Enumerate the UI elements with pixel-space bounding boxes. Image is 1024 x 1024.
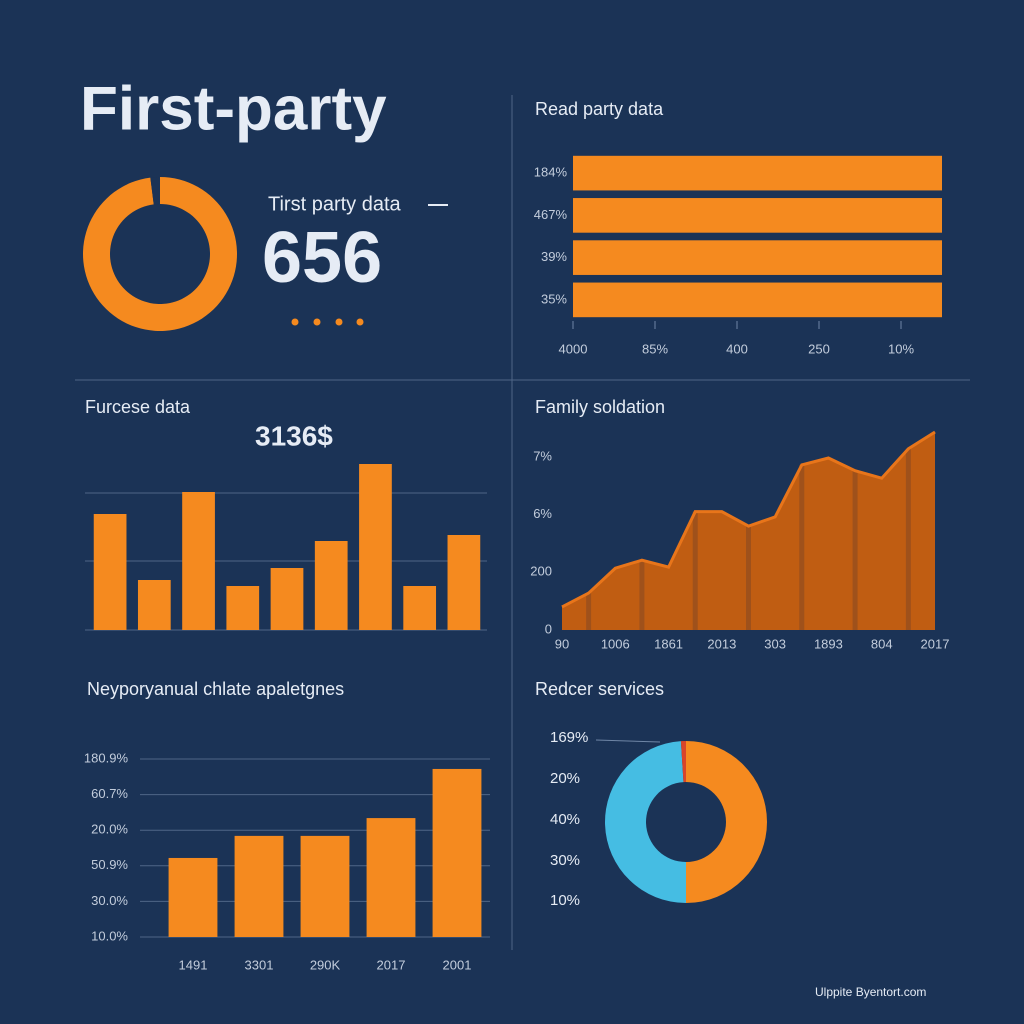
panel-title: Furcese data	[85, 397, 191, 417]
y-tick-label: 200	[530, 564, 552, 579]
y-tick-label: 0	[545, 621, 552, 636]
y-tick-label: 60.7%	[91, 786, 128, 801]
line	[561, 430, 936, 609]
x-tick-label: 400	[726, 341, 748, 356]
x-tick-label: 1006	[601, 636, 630, 651]
panel-title: Family soldation	[535, 397, 665, 417]
connector	[595, 739, 661, 743]
x-tick-label: 2013	[707, 636, 736, 651]
bar	[226, 586, 260, 630]
x-tick-label: 2001	[443, 957, 472, 972]
annotation: 10%	[550, 892, 580, 909]
x-tick-label: 4000	[559, 341, 588, 356]
pie-slice	[686, 741, 767, 903]
y-tick-label: 184%	[534, 165, 568, 180]
bar	[270, 568, 304, 630]
dots	[291, 318, 364, 326]
panel-title: Redcer services	[535, 679, 664, 699]
bar	[573, 240, 942, 275]
x-tick-label: 804	[871, 636, 893, 651]
annotation: 169%	[550, 729, 588, 746]
kpi-value: 656	[262, 218, 382, 298]
dot	[356, 318, 364, 326]
pie-slice	[150, 177, 160, 205]
bar	[300, 835, 350, 937]
annotation: 20%	[550, 770, 580, 787]
x-tick-label: 90	[555, 636, 569, 651]
y-tick-label: 35%	[541, 291, 567, 306]
footer: Ulppite Byentort.com	[815, 985, 926, 999]
dot	[291, 318, 299, 326]
bar	[573, 155, 942, 191]
bar	[359, 464, 392, 630]
bar	[314, 541, 348, 630]
dot	[313, 318, 321, 326]
x-tick-label: 1893	[814, 636, 843, 651]
y-tick-label: 20.0%	[91, 822, 128, 837]
panel-title: Read party data	[535, 99, 664, 119]
bar	[234, 835, 284, 937]
bar	[573, 198, 942, 233]
bar	[182, 492, 215, 630]
dot	[335, 318, 343, 326]
y-tick-label: 10.0%	[91, 928, 128, 943]
annotation: 40%	[550, 811, 580, 828]
bar	[447, 535, 481, 630]
bar	[366, 818, 416, 937]
x-tick-label: 2017	[377, 957, 406, 972]
x-tick-label: 10%	[888, 341, 914, 356]
bar	[432, 768, 482, 937]
pie-slice	[82, 177, 237, 331]
y-tick-label: 467%	[534, 207, 568, 222]
bar	[137, 580, 171, 630]
pie-slice	[604, 741, 686, 903]
bar	[403, 586, 437, 630]
bar	[573, 282, 942, 318]
x-tick-label: 250	[808, 341, 830, 356]
y-tick-label: 6%	[533, 506, 552, 521]
y-tick-label: 7%	[533, 448, 552, 463]
annotation: 30%	[550, 852, 580, 869]
x-tick-label: 1491	[179, 957, 208, 972]
kpi-label: Tirst party data	[268, 193, 402, 215]
bar	[93, 514, 127, 630]
bar	[168, 857, 218, 937]
y-tick-label: 30.0%	[91, 893, 128, 908]
x-tick-label: 2017	[921, 636, 950, 651]
panel-title: Neyporyanual chlate apaletgnes	[87, 679, 344, 699]
pie-slice	[680, 741, 686, 783]
y-tick-label: 180.9%	[84, 750, 129, 765]
x-tick-label: 290K	[310, 957, 341, 972]
x-tick-label: 303	[764, 636, 786, 651]
x-tick-label: 3301	[245, 957, 274, 972]
x-tick-label: 85%	[642, 341, 668, 356]
annotation: 3136$	[255, 420, 333, 451]
page-title: First-party	[80, 74, 387, 143]
x-tick-label: 1861	[654, 636, 683, 651]
y-tick-label: 50.9%	[91, 857, 128, 872]
y-tick-label: 39%	[541, 249, 567, 264]
